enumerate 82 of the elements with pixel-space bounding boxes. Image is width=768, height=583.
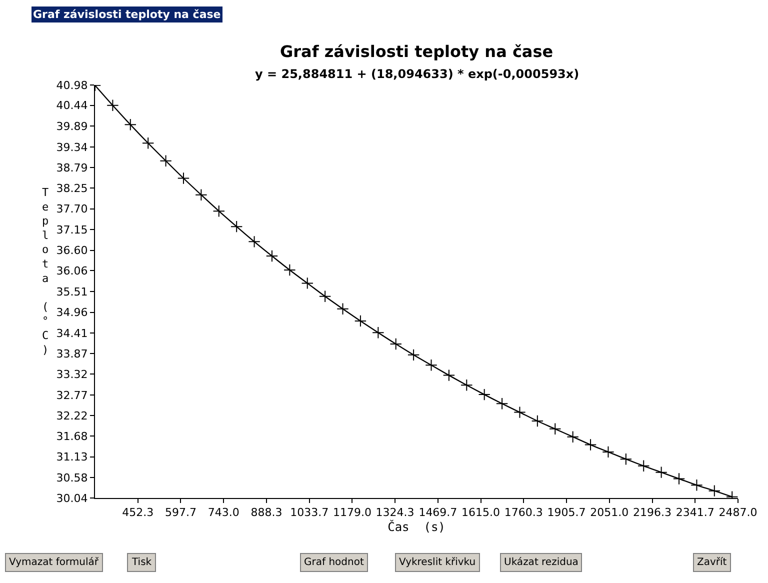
y-tick-label: 38.25 (56, 182, 88, 195)
y-tick-label: 36.60 (56, 244, 88, 258)
x-tick-label: 1905.7 (547, 506, 586, 520)
point (336, 302, 349, 315)
y-tick-label: 40.44 (56, 99, 88, 112)
point (372, 326, 384, 339)
point (531, 414, 544, 428)
point (602, 446, 614, 458)
y-tick-label: 31.13 (56, 450, 88, 464)
y-tick-label: 39.34 (56, 140, 88, 154)
text: Vykreslit křivku (399, 557, 476, 568)
x-tick-label: 2487.0 (718, 506, 758, 520)
text: Ukázat rezidua (504, 557, 578, 568)
y-tick-label: 32.22 (56, 410, 88, 423)
point (549, 422, 562, 436)
point (248, 236, 260, 248)
point (142, 137, 154, 150)
x-tick-label: 1033.7 (290, 506, 329, 520)
x-tick-label: 2196.3 (633, 506, 672, 520)
x-tick-label: 1179.0 (332, 506, 372, 520)
text: Graf závislosti teploty na čase (33, 8, 221, 21)
x-tick-label: 1469.7 (418, 506, 458, 520)
x-tick-label: 1760.3 (504, 506, 543, 520)
point (442, 369, 456, 382)
text: Teplota (°C) (42, 186, 49, 356)
x-axis-title: Čas (s) (388, 519, 446, 534)
point (301, 277, 314, 290)
y-tick-label: 35.51 (56, 285, 88, 298)
point (390, 338, 402, 350)
text: Graf hodnot (304, 557, 364, 568)
chart-subtitle: y = 25,884811 + (18,094633) * exp(-0,000593x) (255, 67, 580, 81)
text: Zavřít (697, 557, 727, 568)
y-tick-label: 33.32 (56, 368, 88, 382)
chart-title: Graf závislosti teploty na čase (280, 42, 554, 61)
point (318, 290, 332, 303)
point (638, 460, 650, 472)
point (425, 359, 438, 372)
point (672, 472, 686, 485)
point (177, 172, 190, 184)
point (407, 348, 420, 362)
point (496, 398, 508, 410)
y-tick-label: 37.70 (56, 202, 88, 216)
text: Vymazat formulář (9, 557, 100, 568)
x-tick-label: 2341.7 (676, 506, 714, 520)
y-tick-label: 37.15 (56, 223, 88, 236)
x-tick-label: 597.7 (164, 506, 196, 520)
y-tick-label: 40.98 (56, 78, 88, 92)
y-tick-label: 31.68 (56, 430, 88, 443)
point (124, 118, 136, 131)
point (106, 99, 119, 112)
point (354, 314, 367, 328)
y-tick-label: 33.87 (56, 347, 88, 360)
x-tick-label: 452.3 (122, 506, 154, 520)
x-tick-label: 888.3 (250, 506, 282, 520)
y-tick-label: 39.89 (56, 120, 88, 133)
y-tick-label: 36.06 (56, 264, 88, 278)
y-tick-label: 38.79 (56, 162, 88, 175)
x-tick-label: 2051.0 (590, 506, 629, 520)
y-tick-label: 34.41 (56, 326, 88, 340)
point (230, 220, 243, 233)
point (460, 379, 473, 392)
y-tick-label: 32.77 (56, 388, 88, 402)
point (566, 430, 579, 443)
point (284, 264, 296, 276)
point (514, 406, 526, 418)
point (655, 466, 668, 478)
point (266, 250, 278, 262)
point (212, 204, 225, 218)
x-tick-label: 1615.0 (462, 506, 500, 520)
point (478, 388, 490, 401)
point (620, 453, 632, 466)
point (708, 484, 720, 497)
point (584, 438, 597, 451)
point (195, 188, 208, 201)
point (690, 479, 703, 492)
x-tick-label: 1324.3 (376, 506, 414, 520)
x-tick-label: 743.0 (208, 506, 240, 520)
y-tick-label: 34.96 (56, 306, 88, 320)
y-tick-label: 30.04 (56, 492, 88, 505)
text: Tisk (131, 557, 152, 568)
y-tick-label: 30.58 (56, 471, 88, 484)
point (160, 154, 172, 167)
